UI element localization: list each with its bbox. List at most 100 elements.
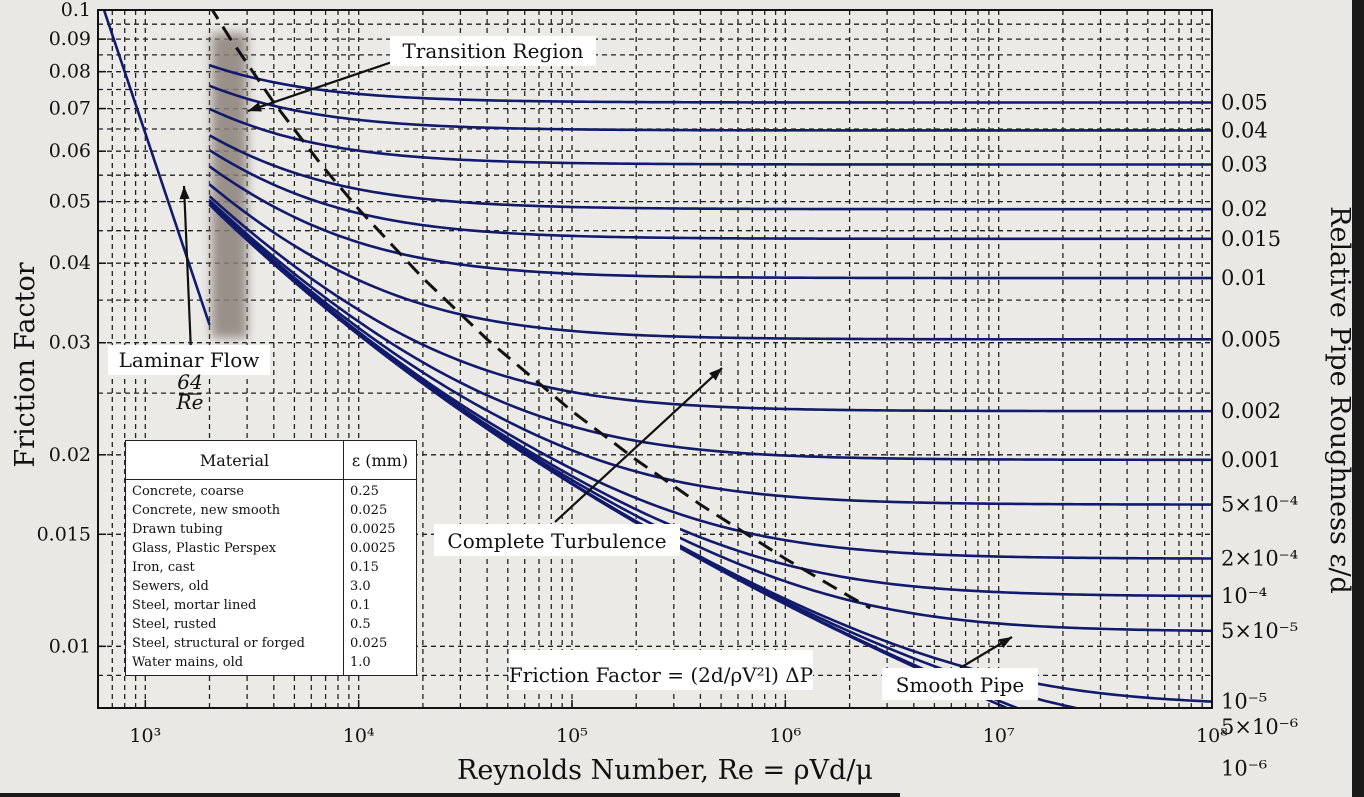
material-cell: Steel, mortar lined [126, 596, 344, 616]
roughness-label: 0.005 [1221, 327, 1281, 351]
complete-turbulence-line [210, 10, 871, 610]
y-tick-label: 0.09 [49, 28, 91, 50]
material-cell: Concrete, new smooth [126, 501, 344, 521]
material-cell: Steel, rusted [126, 615, 344, 635]
epsilon-cell: 0.025 [350, 503, 388, 518]
roughness-label: 2×10⁻⁴ [1221, 547, 1298, 571]
roughness-label: 0.01 [1221, 266, 1268, 290]
complete-turbulence-label: Complete Turbulence [447, 529, 666, 553]
table-row: Steel, mortar lined 0.1 [126, 596, 416, 616]
formula-denominator: Re [176, 390, 204, 414]
smooth-pipe-curve [208, 203, 1011, 708]
formula-numerator: 64 [177, 370, 202, 394]
material-cell: Concrete, coarse [126, 479, 344, 502]
roughness-curve [209, 84, 1212, 132]
x-tick-label: 10⁴ [343, 725, 375, 747]
epsilon-cell: 0.0025 [350, 541, 396, 556]
roughness-curve [208, 201, 1212, 506]
x-tick-label: 10⁵ [556, 725, 588, 747]
y-tick-label: 0.04 [49, 252, 91, 274]
y-tick-label: 0.08 [49, 61, 91, 83]
table-row: Concrete, coarse 0.25 [126, 479, 416, 502]
x-tick-label: 10⁶ [769, 725, 801, 747]
y-tick-label: 0.05 [49, 191, 91, 213]
material-cell: Sewers, old [126, 577, 344, 597]
roughness-label: 0.015 [1221, 227, 1281, 251]
table-header-material: Material [126, 441, 344, 480]
roughness-curve [208, 199, 1212, 462]
material-cell: Water mains, old [126, 653, 344, 675]
table-row: Concrete, new smooth 0.025 [126, 501, 416, 521]
x-tick-label: 10⁷ [983, 725, 1015, 747]
roughness-label: 10⁻⁵ [1221, 690, 1267, 714]
laminar-flow-box [108, 345, 270, 375]
transition-region-band [211, 33, 248, 339]
roughness-label: 5×10⁻⁴ [1221, 493, 1298, 517]
y-tick-label: 0.02 [49, 444, 91, 466]
smooth-pipe-label: Smooth Pipe [896, 673, 1025, 697]
roughness-label: 5×10⁻⁵ [1221, 619, 1298, 643]
epsilon-cell: 3.0 [350, 579, 371, 594]
smooth-arrow-head [998, 637, 1012, 648]
roughness-curve [208, 195, 1212, 413]
roughness-curve [209, 107, 1212, 166]
table-row: Drawn tubing 0.0025 [126, 520, 416, 540]
y-tick-label: 0.015 [37, 523, 91, 545]
friction-curves [102, 10, 1212, 708]
friction-factor-formula-label: Friction Factor = (2d/ρV²l) ΔP [509, 663, 813, 687]
y-tick-label: 0.03 [49, 332, 91, 354]
epsilon-cell: 0.5 [350, 617, 371, 632]
epsilon-cell: 0.25 [350, 484, 379, 499]
table-row: Glass, Plastic Perspex 0.0025 [126, 539, 416, 559]
roughness-curve [208, 134, 1212, 211]
material-cell: Glass, Plastic Perspex [126, 539, 344, 559]
y-tick-label: 0.1 [61, 0, 91, 21]
friction-factor-formula-box [509, 650, 813, 690]
y-axis-title: Friction Factor [10, 262, 41, 467]
y-tick-label: 0.01 [49, 635, 91, 657]
complete-turbulence-box [434, 524, 680, 556]
roughness-curve [208, 183, 1212, 341]
plot-frame [97, 9, 1213, 709]
laminar-flow-label: Laminar Flow [119, 348, 260, 372]
window-edge-right [1352, 0, 1364, 797]
table-row: Steel, rusted 0.5 [126, 615, 416, 635]
transition-region-box [390, 36, 596, 66]
window-edge-bottom [0, 793, 900, 797]
roughness-label: 10⁻⁴ [1221, 584, 1267, 608]
laminar-arrow-head [179, 186, 190, 200]
roughness-label: 0.04 [1221, 118, 1268, 142]
material-roughness-table: Material ε (mm) Concrete, coarse 0.25 Conc… [125, 440, 417, 676]
table-header-epsilon: ε (mm) [343, 441, 416, 480]
smooth-pipe-box [882, 668, 1038, 700]
x-tick-label: 10³ [129, 725, 161, 747]
roughness-curve [208, 149, 1212, 241]
roughness-label: 0.03 [1221, 153, 1268, 177]
y-tick-label: 0.06 [49, 140, 91, 162]
plot-border [97, 9, 1213, 709]
roughness-label: 0.002 [1221, 399, 1281, 423]
laminar-arrow-line [182, 185, 193, 353]
roughness-label: 5×10⁻⁶ [1221, 715, 1298, 739]
epsilon-cell: 0.025 [350, 636, 388, 651]
material-cell: Steel, structural or forged [126, 634, 344, 654]
laminar-flow-line [102, 10, 211, 326]
transition-arrow-head [248, 102, 262, 112]
table-row: Iron, cast 0.15 [126, 558, 416, 578]
roughness-labels: 0.05 0.04 0.03 0.02 0.015 0.01 0.005 0.002 0.001… [1221, 91, 1298, 781]
turbulence-arrow-line [554, 367, 723, 523]
axis-tick-labels: 0.10.090.080.070.060.050.040.030.020.015… [10, 0, 1355, 786]
material-cell: Drawn tubing [126, 520, 344, 540]
roughness-curve [209, 63, 1212, 104]
epsilon-cell: 0.1 [350, 598, 371, 613]
turbulence-arrow-head [709, 368, 722, 381]
roughness-label: 0.02 [1221, 197, 1268, 221]
epsilon-cell: 0.15 [350, 560, 379, 575]
transition-region-label: Transition Region [402, 39, 583, 63]
epsilon-cell: 1.0 [350, 655, 371, 670]
transition-region-shading [211, 33, 248, 339]
material-cell: Iron, cast [126, 558, 344, 578]
